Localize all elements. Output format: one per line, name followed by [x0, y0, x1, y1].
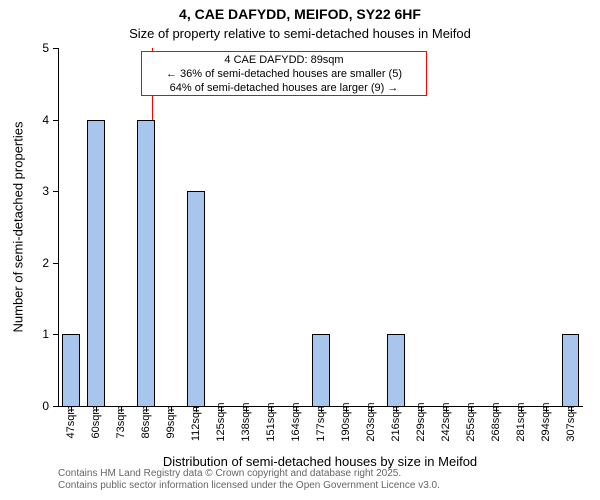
bar: [137, 120, 155, 406]
y-tick: [53, 334, 59, 335]
x-tick-label: 99sqm: [165, 405, 177, 438]
bar: [62, 334, 80, 406]
annotation-line: 64% of semi-detached houses are larger (…: [146, 82, 422, 96]
y-axis-label: Number of semi-detached properties: [11, 122, 26, 333]
bar: [87, 120, 105, 406]
annotation-line: ← 36% of semi-detached houses are smalle…: [146, 68, 422, 82]
x-tick-label: 60sqm: [90, 405, 102, 438]
x-tick-label: 164sqm: [290, 402, 302, 441]
x-axis-label: Distribution of semi-detached houses by …: [163, 454, 477, 469]
y-tick: [53, 263, 59, 264]
x-tick-label: 177sqm: [315, 402, 327, 441]
y-tick-label: 0: [42, 399, 49, 413]
x-tick-label: 255sqm: [465, 402, 477, 441]
footer-attribution: Contains HM Land Registry data © Crown c…: [58, 468, 440, 492]
x-tick-label: 294sqm: [540, 402, 552, 441]
x-tick-label: 190sqm: [340, 402, 352, 441]
x-tick-label: 229sqm: [415, 402, 427, 441]
x-tick-label: 203sqm: [365, 402, 377, 441]
x-tick-label: 242sqm: [440, 402, 452, 441]
y-tick: [53, 406, 59, 407]
x-tick-label: 112sqm: [190, 403, 202, 441]
x-tick-label: 73sqm: [115, 405, 127, 438]
y-tick: [53, 120, 59, 121]
bar: [187, 191, 205, 406]
bar: [312, 334, 330, 406]
y-tick-label: 3: [42, 184, 49, 198]
chart-title-line1: 4, CAE DAFYDD, MEIFOD, SY22 6HF: [0, 6, 600, 22]
x-tick-label: 138sqm: [240, 402, 252, 441]
y-tick: [53, 191, 59, 192]
plot-area: 4 CAE DAFYDD: 89sqm ← 36% of semi-detach…: [58, 48, 583, 407]
footer-line: Contains HM Land Registry data © Crown c…: [58, 468, 440, 480]
x-tick-label: 47sqm: [65, 405, 77, 438]
footer-line: Contains public sector information licen…: [58, 480, 440, 492]
bar: [562, 334, 580, 406]
y-tick-label: 2: [42, 256, 49, 270]
y-tick: [53, 48, 59, 49]
chart-title-line2: Size of property relative to semi-detach…: [0, 26, 600, 41]
x-tick-label: 281sqm: [515, 402, 527, 441]
x-tick-label: 216sqm: [390, 402, 402, 441]
y-tick-label: 4: [42, 113, 49, 127]
x-tick-label: 125sqm: [215, 402, 227, 441]
x-tick-label: 307sqm: [565, 402, 577, 441]
annotation-line: 4 CAE DAFYDD: 89sqm: [146, 54, 422, 68]
x-tick-label: 268sqm: [490, 402, 502, 441]
x-tick-label: 86sqm: [140, 405, 152, 438]
y-tick-label: 5: [42, 41, 49, 55]
y-tick-label: 1: [42, 327, 49, 341]
x-tick-label: 151sqm: [265, 402, 277, 441]
bar: [387, 334, 405, 406]
annotation-box: 4 CAE DAFYDD: 89sqm ← 36% of semi-detach…: [141, 51, 427, 96]
chart-container: 4, CAE DAFYDD, MEIFOD, SY22 6HF Size of …: [0, 0, 600, 500]
